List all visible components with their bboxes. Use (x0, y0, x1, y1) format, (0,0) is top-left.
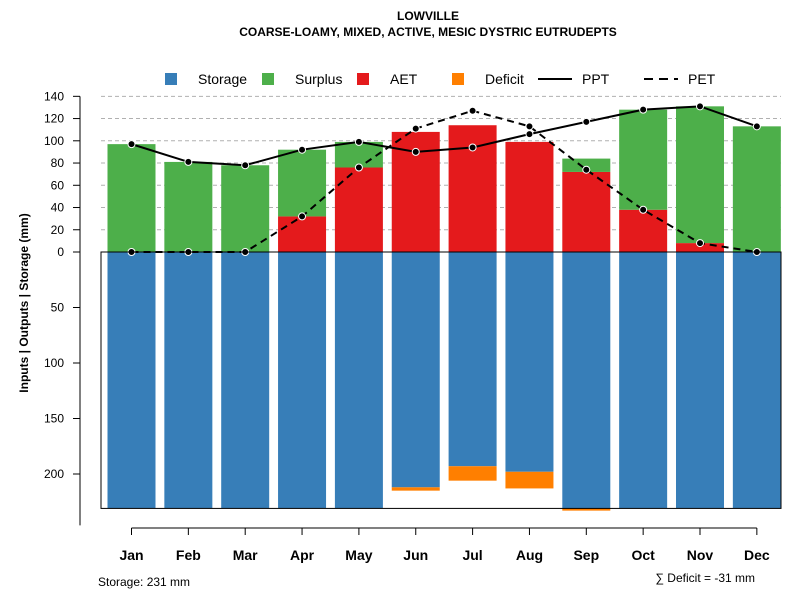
ppt-line-point (696, 102, 704, 111)
x-tick-label-may: May (345, 547, 372, 563)
y-tick-label: 80 (51, 156, 65, 170)
storage-note: Storage: 231 mm (98, 575, 190, 589)
chart-title: LOWVILLE (397, 9, 459, 23)
bar-deficit (391, 487, 440, 491)
bar-storage (107, 252, 156, 509)
bar-surplus (221, 165, 270, 252)
bar-aet (562, 171, 611, 252)
bars (107, 106, 781, 511)
x-tick-label-jan: Jan (119, 547, 143, 563)
ppt-line-point (752, 122, 761, 131)
ppt-line-point (241, 161, 250, 170)
ppt-line-point (298, 145, 307, 154)
x-tick-label-oct: Oct (631, 547, 655, 563)
axes: 0 20 40 60 80 100 120 140 50 100 150 200 Jan Feb Mar Ap… (44, 89, 782, 563)
legend-swatch-surplus (262, 73, 274, 85)
ppt-line-point (127, 140, 136, 149)
chart-subtitle: COARSE-LOAMY, MIXED, ACTIVE, MESIC DYSTR… (239, 25, 617, 39)
bar-storage (562, 252, 611, 509)
legend-label-pet: PET (688, 71, 716, 87)
bar-deficit (562, 508, 611, 511)
bar-surplus (107, 144, 156, 252)
legend-label-surplus: Surplus (295, 71, 342, 87)
ppt-line-point (525, 130, 534, 139)
pet-line-point (354, 163, 363, 172)
bar-surplus (334, 141, 383, 168)
y-tick-label: 50 (51, 301, 65, 315)
bar-aet (334, 167, 383, 252)
x-tick-label-apr: Apr (290, 547, 315, 563)
y-tick-label: 140 (44, 89, 64, 103)
bar-storage (505, 252, 554, 472)
x-tick-label-dec: Dec (744, 547, 770, 563)
bar-storage (334, 252, 383, 509)
x-tick-label-mar: Mar (233, 547, 258, 563)
bar-storage (732, 252, 781, 509)
bar-aet (505, 141, 554, 252)
bar-storage (221, 252, 270, 509)
y-tick-label: 100 (44, 356, 64, 370)
bar-storage (391, 252, 440, 488)
pet-line-point (298, 212, 307, 221)
pet-line-point (696, 239, 704, 248)
y-tick-label: 60 (51, 178, 65, 192)
legend-swatch-deficit (452, 73, 464, 85)
bar-surplus (732, 126, 781, 252)
legend-label-ppt: PPT (582, 71, 610, 87)
lower-panel-frame (100, 251, 782, 509)
legend-swatch-storage (165, 73, 177, 85)
bar-surplus (164, 161, 213, 252)
ppt-line-point (184, 157, 193, 166)
bar-deficit (448, 466, 497, 481)
bar-aet (278, 216, 327, 252)
y-tick-label: 0 (57, 245, 64, 259)
ppt-line-point (582, 117, 591, 126)
pet-line-point (411, 124, 420, 133)
bar-deficit (505, 471, 554, 489)
legend: Storage Surplus AET Deficit PPT PET (165, 71, 716, 87)
pet-line-point (582, 165, 591, 174)
bar-storage (619, 252, 668, 509)
ppt-line (131, 105, 758, 167)
x-tick-label-jul: Jul (462, 547, 482, 563)
y-tick-label: 150 (44, 412, 64, 426)
y-tick-label: 100 (44, 134, 64, 148)
x-tick-label-nov: Nov (687, 547, 714, 563)
bar-storage (278, 252, 327, 509)
x-tick-label-sep: Sep (573, 547, 599, 563)
y-tick-label: 20 (51, 223, 65, 237)
pet-line-point (525, 122, 534, 131)
y-tick-label: 200 (44, 467, 64, 481)
y-tick-label: 120 (44, 112, 64, 126)
legend-swatch-aet (357, 73, 369, 85)
bar-surplus (562, 158, 611, 172)
ppt-line-point (411, 147, 420, 156)
bar-storage (448, 252, 497, 467)
bar-storage (164, 252, 213, 509)
x-tick-label-jun: Jun (403, 547, 428, 563)
deficit-note: ∑ Deficit = -31 mm (655, 571, 755, 585)
y-tick-label: 40 (51, 201, 65, 215)
legend-label-storage: Storage (198, 71, 247, 87)
ppt-line-point (468, 143, 477, 152)
bar-surplus (619, 109, 668, 210)
legend-label-deficit: Deficit (485, 71, 524, 87)
legend-label-aet: AET (390, 71, 418, 87)
pet-line (131, 109, 758, 253)
x-tick-label-feb: Feb (176, 547, 201, 563)
bar-aet (676, 243, 724, 252)
ppt-line-point (639, 105, 648, 114)
pet-line-point (639, 205, 648, 214)
x-tick-label-aug: Aug (516, 547, 543, 563)
bar-surplus (278, 149, 327, 217)
ppt-line-point (354, 137, 363, 146)
bar-aet (619, 209, 668, 252)
bar-storage (676, 252, 724, 509)
y-axis-label: Inputs | Outputs | Storage (mm) (17, 213, 31, 392)
bar-surplus (676, 106, 724, 244)
pet-line-point (468, 106, 477, 115)
